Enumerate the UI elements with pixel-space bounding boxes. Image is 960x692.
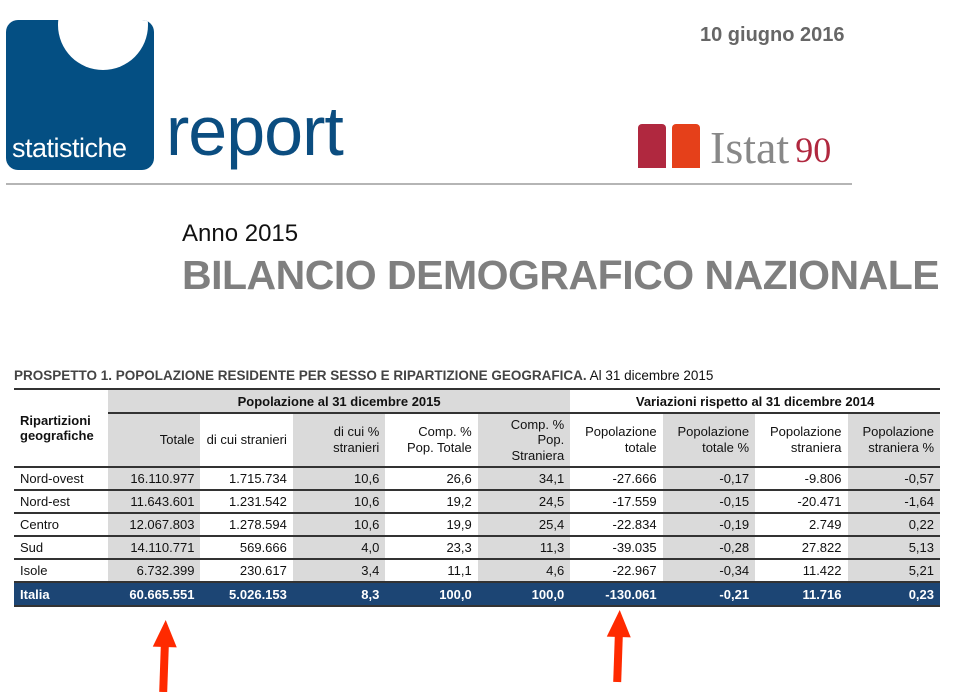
group-header-variations: Variazioni rispetto al 31 dicembre 2014 bbox=[570, 388, 940, 414]
population-table: Ripartizioni geografiche Popolazione al … bbox=[14, 388, 940, 607]
table-cell: 19,9 bbox=[385, 513, 478, 537]
table-cell: 12.067.803 bbox=[108, 513, 201, 537]
col-header: Popolazione straniera bbox=[755, 413, 848, 468]
region-label: Italia bbox=[14, 582, 108, 607]
col-header: Comp. % Pop. Straniera bbox=[477, 413, 571, 468]
region-label: Isole bbox=[14, 559, 108, 583]
caption-date: Al 31 dicembre 2015 bbox=[586, 368, 714, 383]
table-cell: -0,19 bbox=[662, 513, 756, 537]
table-cell: 6.732.399 bbox=[108, 559, 201, 583]
table-cell: -1,64 bbox=[847, 490, 940, 514]
table-cell: -22.967 bbox=[570, 559, 663, 583]
table-cell: -0,21 bbox=[662, 582, 756, 607]
table-cell: -0,34 bbox=[662, 559, 756, 583]
table-cell: 11.716 bbox=[755, 582, 848, 607]
istat-block-red-icon bbox=[638, 124, 666, 168]
table-cell: -0,15 bbox=[662, 490, 756, 514]
table-cell: -130.061 bbox=[570, 582, 663, 607]
table-cell: 5,13 bbox=[847, 536, 940, 560]
col-header: Popolazione totale % bbox=[662, 413, 756, 468]
table-cell: 19,2 bbox=[385, 490, 478, 514]
region-label: Nord-ovest bbox=[14, 467, 108, 491]
table-row: Nord-ovest 16.110.977 1.715.734 10,6 26,6 34,… bbox=[14, 467, 940, 491]
table-cell: 230.617 bbox=[200, 559, 293, 583]
table-cell: 10,6 bbox=[292, 490, 386, 514]
table-cell: 25,4 bbox=[477, 513, 571, 537]
col-header: di cui stranieri bbox=[200, 413, 293, 468]
table-cell: -17.559 bbox=[570, 490, 663, 514]
table-cell: 11.422 bbox=[755, 559, 848, 583]
table-cell: 4,6 bbox=[477, 559, 571, 583]
col-header: Totale bbox=[108, 413, 201, 468]
table-cell: -27.666 bbox=[570, 467, 663, 491]
table-cell: 569.666 bbox=[200, 536, 293, 560]
col-header: Popolazione totale bbox=[570, 413, 663, 468]
table-cell: -0,57 bbox=[847, 467, 940, 491]
col-header: di cui % stranieri bbox=[292, 413, 386, 468]
table-cell: 10,6 bbox=[292, 467, 386, 491]
table-cell: 34,1 bbox=[477, 467, 571, 491]
logo-text: statistiche bbox=[12, 133, 127, 163]
table-cell: 2.749 bbox=[755, 513, 848, 537]
header-divider bbox=[6, 183, 852, 185]
total-row: Italia 60.665.551 5.026.153 8,3 100,0 100,0 -1… bbox=[14, 582, 940, 607]
table-cell: 1.715.734 bbox=[200, 467, 293, 491]
red-arrow-icon bbox=[613, 635, 623, 683]
table-cell: 11,3 bbox=[477, 536, 571, 560]
table-cell: 60.665.551 bbox=[108, 582, 201, 607]
table-cell: 8,3 bbox=[292, 582, 386, 607]
istat-logo: Istat 90 bbox=[638, 121, 832, 173]
table-row: Nord-est 11.643.601 1.231.542 10,6 19,2 24,5-… bbox=[14, 490, 940, 514]
red-arrow-icon bbox=[159, 645, 169, 692]
report-year: Anno 2015 bbox=[182, 220, 299, 247]
table-cell: 5,21 bbox=[847, 559, 940, 583]
table-cell: 100,0 bbox=[385, 582, 478, 607]
table-cell: 11,1 bbox=[385, 559, 478, 583]
publication-date: 10 giugno 2016 bbox=[700, 24, 845, 46]
table-cell: 16.110.977 bbox=[108, 467, 201, 491]
table-caption: PROSPETTO 1. POPOLAZIONE RESIDENTE PER S… bbox=[14, 368, 713, 383]
table-cell: 10,6 bbox=[292, 513, 386, 537]
group-header-population: Popolazione al 31 dicembre 2015 bbox=[108, 388, 571, 414]
region-label: Sud bbox=[14, 536, 108, 560]
table-cell: 4,0 bbox=[292, 536, 386, 560]
table-cell: -22.834 bbox=[570, 513, 663, 537]
table-cell: -39.035 bbox=[570, 536, 663, 560]
table-cell: 0,23 bbox=[847, 582, 940, 607]
report-wordmark: report bbox=[166, 92, 344, 170]
table-cell: 100,0 bbox=[477, 582, 571, 607]
table-cell: 26,6 bbox=[385, 467, 478, 491]
row-header: Ripartizioni geografiche bbox=[14, 388, 108, 468]
region-label: Nord-est bbox=[14, 490, 108, 514]
table-cell: -0,17 bbox=[662, 467, 756, 491]
anniversary-mark: 90 bbox=[795, 130, 832, 170]
statistiche-logo: statistiche bbox=[6, 20, 154, 170]
table-cell: 14.110.771 bbox=[108, 536, 201, 560]
table-cell: 5.026.153 bbox=[200, 582, 293, 607]
table-row: Centro 12.067.803 1.278.594 10,6 19,9 25,4 -22… bbox=[14, 513, 940, 537]
table-cell: 27.822 bbox=[755, 536, 848, 560]
table-cell: -9.806 bbox=[755, 467, 848, 491]
table-cell: -0,28 bbox=[662, 536, 756, 560]
table-cell: 23,3 bbox=[385, 536, 478, 560]
table-cell: 1.278.594 bbox=[200, 513, 293, 537]
istat-wordmark: Istat bbox=[710, 121, 790, 173]
table-cell: 24,5 bbox=[477, 490, 571, 514]
table-cell: 11.643.601 bbox=[108, 490, 201, 514]
caption-title: PROSPETTO 1. POPOLAZIONE RESIDENTE PER S… bbox=[14, 368, 587, 383]
table-cell: 0,22 bbox=[847, 513, 940, 537]
istat-block-orange-icon bbox=[672, 124, 700, 168]
table-row: Isole 6.732.399 230.617 3,4 11,1 4,6 -22.967 -0… bbox=[14, 559, 940, 583]
table-cell: -20.471 bbox=[755, 490, 848, 514]
table-cell: 3,4 bbox=[292, 559, 386, 583]
col-header: Comp. % Pop. Totale bbox=[385, 413, 478, 468]
region-label: Centro bbox=[14, 513, 108, 537]
col-header: Popolazione straniera % bbox=[847, 413, 940, 468]
pie-chart-icon bbox=[58, 20, 148, 70]
table-row: Sud 14.110.771 569.666 4,0 23,3 11,3 -39.035 -0… bbox=[14, 536, 940, 560]
table-cell: 1.231.542 bbox=[200, 490, 293, 514]
page-title: BILANCIO DEMOGRAFICO NAZIONALE bbox=[182, 252, 940, 298]
